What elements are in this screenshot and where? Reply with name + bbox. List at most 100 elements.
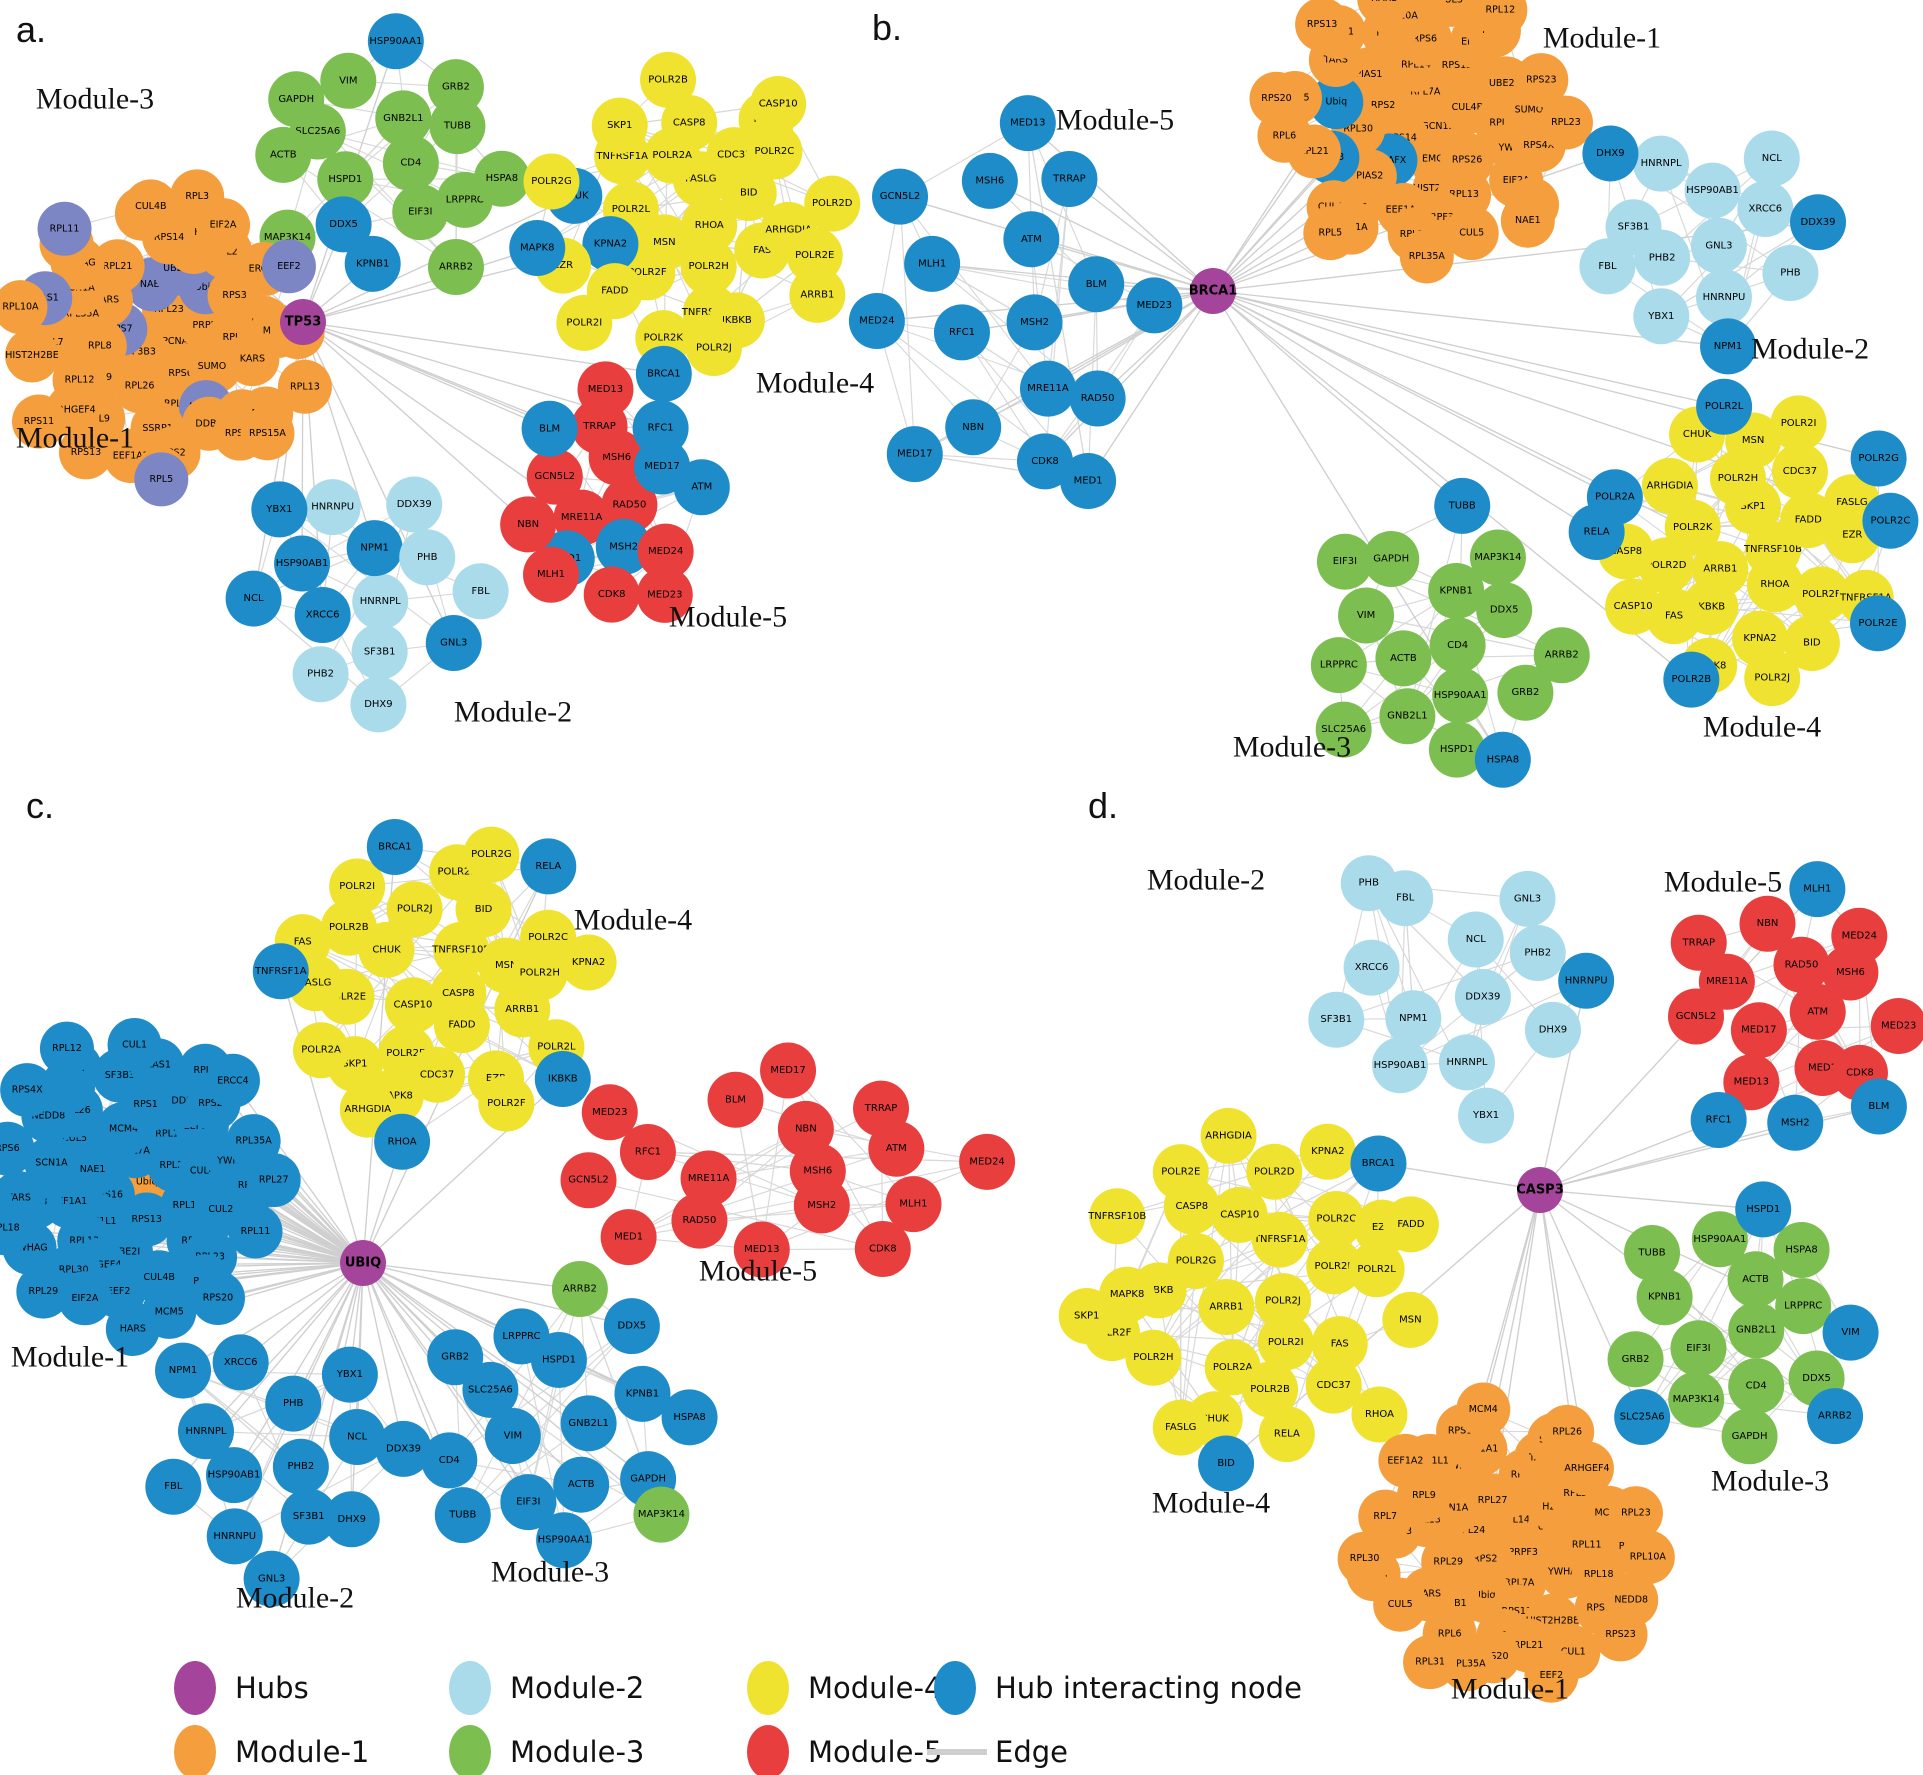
node-label: RPL30 <box>1350 1553 1380 1564</box>
node-circle <box>1357 0 1412 26</box>
node-circle <box>1309 75 1364 130</box>
node-circle <box>463 826 520 883</box>
node-label: SKP1 <box>607 120 632 131</box>
edge <box>588 1179 883 1250</box>
node-label: GAPDH <box>278 94 314 105</box>
node-circle <box>1305 1357 1362 1414</box>
node-label: POLR2K <box>438 867 478 878</box>
node-label: BRCA1 <box>647 368 681 379</box>
node-circle <box>1299 1123 1356 1180</box>
node-RFC1: RFC1 <box>933 304 990 361</box>
node-label: POLR2A <box>1595 492 1635 503</box>
node-circle <box>1434 477 1491 534</box>
node-MSH2: MSH2 <box>1006 294 1063 351</box>
node-label: MSH6 <box>602 452 631 463</box>
node-SF3B1: SF3B1 <box>351 623 408 680</box>
node-POLR2A: POLR2A <box>293 1022 350 1079</box>
node-label: GAPDH <box>1732 1431 1768 1442</box>
node-circle <box>261 239 316 294</box>
node-label: RPL6 <box>193 1065 217 1076</box>
node-label: RPL11 <box>241 1226 271 1237</box>
node-label: POLR2F <box>1093 1328 1132 1339</box>
node-POLR2H: POLR2H <box>680 238 737 295</box>
node-label: DHX9 <box>1596 148 1624 159</box>
node-circle <box>640 51 697 108</box>
node-SKP1: SKP1 <box>591 97 648 154</box>
node-label: RPL21 <box>103 261 133 272</box>
node-circle <box>1126 277 1183 334</box>
node-RPL12: RPL12 <box>1473 0 1528 38</box>
node-label: CUL1 <box>122 1039 147 1050</box>
node-RELA: RELA <box>1258 1406 1315 1463</box>
node-circle <box>560 934 617 991</box>
node-circle <box>1770 395 1827 452</box>
module-label-Module-3: Module-3 <box>1233 731 1351 764</box>
node-label: FASLG <box>1836 497 1867 508</box>
node-label: RPS4X <box>12 1085 43 1096</box>
node-FAS: FAS <box>1311 1316 1368 1373</box>
node-label: FAS <box>1331 1339 1349 1350</box>
node-MRE11A: MRE11A <box>1019 360 1076 417</box>
node-circle <box>500 1474 557 1531</box>
node-label: HSP90AA1 <box>1434 690 1487 701</box>
node-label: TUBB <box>1448 500 1476 511</box>
hub-edge <box>362 1262 450 1461</box>
edge <box>282 154 457 268</box>
node-label: RPL30 <box>1343 124 1373 135</box>
node-circle <box>1316 533 1373 590</box>
node-circle <box>1700 318 1757 375</box>
node-circle <box>1315 701 1372 758</box>
node-label: YWHAH <box>216 1155 253 1166</box>
node-MRE11A: MRE11A <box>680 1150 737 1207</box>
node-label: POLR2I <box>1268 1337 1304 1348</box>
node-label: CUL2 <box>208 1204 233 1215</box>
node-label: HSPA8 <box>673 1412 705 1423</box>
node-label: RPL12 <box>1485 5 1515 16</box>
node-YBX1: YBX1 <box>1458 1087 1515 1144</box>
node-POLR2J: POLR2J <box>1744 650 1801 707</box>
node-label: DHX9 <box>364 699 392 710</box>
node-ARHGDIA: ARHGDIA <box>1641 457 1698 514</box>
node-circle <box>484 1408 541 1465</box>
node-EEF2: EEF2 <box>1524 1648 1579 1703</box>
node-label: CDC37 <box>717 150 751 161</box>
node-label: MED24 <box>969 1156 1004 1167</box>
node-label: RPS11 <box>24 416 54 427</box>
node-RPS13: RPS13 <box>58 425 113 480</box>
node-label: RPL18 <box>1584 1569 1614 1580</box>
node-circle <box>661 1389 718 1446</box>
node-label: HIST2H2BE <box>1526 1615 1580 1626</box>
node-label: POLR2J <box>1754 673 1790 684</box>
edge <box>1661 221 1819 317</box>
node-RPS6: RPS6 <box>0 1121 35 1176</box>
edge <box>1475 939 1487 1116</box>
edge <box>448 1325 633 1461</box>
node-FBL: FBL <box>145 1458 202 1515</box>
node-label: MSH6 <box>803 1166 832 1177</box>
node-label: NPM1 <box>169 1365 198 1376</box>
node-circle <box>680 1150 737 1207</box>
hub-edge <box>302 321 376 549</box>
edge <box>278 508 455 644</box>
node-HSPA8: HSPA8 <box>1773 1221 1830 1278</box>
node-HSPA8: HSPA8 <box>1474 731 1531 788</box>
node-HARS: HARS <box>1357 0 1412 26</box>
node-label: ATM <box>886 1143 907 1154</box>
node-label: RPS6 <box>168 368 192 379</box>
node-label: BLM <box>539 423 560 434</box>
node-MED24: MED24 <box>637 523 694 580</box>
node-circle <box>601 477 658 534</box>
node-MED13: MED13 <box>577 361 634 418</box>
node-label: MSN <box>653 237 675 248</box>
node-circle <box>374 1113 431 1170</box>
node-NPM1: NPM1 <box>346 520 403 577</box>
node-label: DDX39 <box>1465 991 1500 1002</box>
node-CDC37: CDC37 <box>1771 443 1828 500</box>
node-NPM1: NPM1 <box>1385 990 1442 1047</box>
node-label: RPS15A <box>1442 60 1479 71</box>
node-GNL3: GNL3 <box>1499 870 1556 927</box>
node-circle <box>1006 294 1063 351</box>
node-circle <box>1746 556 1803 613</box>
node-KPNA2: KPNA2 <box>560 934 617 991</box>
legend-swatch <box>747 1661 789 1715</box>
